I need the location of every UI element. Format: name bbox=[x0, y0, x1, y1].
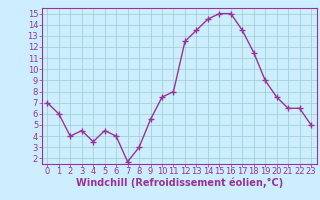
X-axis label: Windchill (Refroidissement éolien,°C): Windchill (Refroidissement éolien,°C) bbox=[76, 178, 283, 188]
